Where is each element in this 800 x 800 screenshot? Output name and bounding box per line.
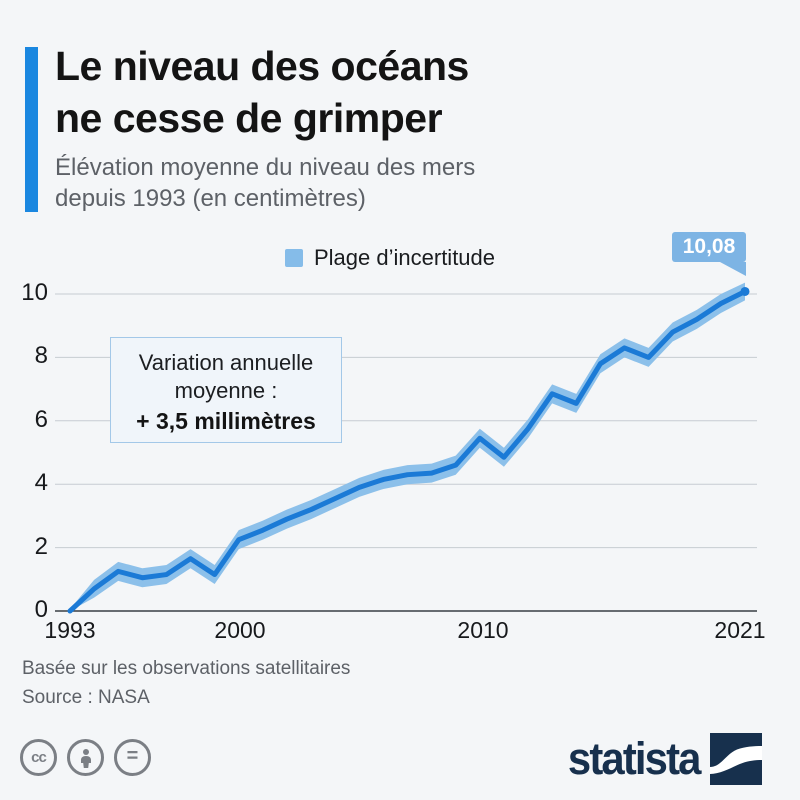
chart-subtitle: Élévation moyenne du niveau des mers dep… <box>55 152 475 214</box>
y-tick-0: 0 <box>34 596 48 623</box>
title-accent-bar <box>25 47 38 212</box>
end-value-callout: 10,08 <box>672 232 746 276</box>
statista-wordmark: statista <box>568 733 702 784</box>
annotation-box: Variation annuelle moyenne : + 3,5 milli… <box>110 337 342 443</box>
statista-logo: statista <box>558 733 762 785</box>
uncertainty-band-swatch-icon <box>285 249 303 267</box>
callout-tail <box>720 262 746 276</box>
title-line-2: ne cesse de grimper <box>55 95 443 141</box>
license-icons: cc = <box>20 739 151 776</box>
page-title: Le niveau des océans ne cesse de grimper <box>55 40 469 144</box>
y-tick-10: 10 <box>21 279 48 306</box>
annotation-line-2: moyenne : <box>174 378 278 403</box>
subtitle-line-1: Élévation moyenne du niveau des mers <box>55 154 476 181</box>
legend: Plage d’incertitude <box>285 245 495 271</box>
x-tick-2000: 2000 <box>214 617 266 643</box>
legend-label: Plage d’incertitude <box>314 245 496 270</box>
y-tick-8: 8 <box>34 342 48 369</box>
x-tick-2021: 2021 <box>714 617 766 643</box>
annotation-value: + 3,5 millimètres <box>136 408 316 434</box>
y-tick-4: 4 <box>34 469 48 496</box>
end-point-marker <box>740 286 750 296</box>
subtitle-line-2: depuis 1993 (en centimètres) <box>55 185 366 212</box>
x-tick-2010: 2010 <box>457 617 509 643</box>
title-line-1: Le niveau des océans <box>55 43 469 89</box>
cc-by-person-icon <box>67 739 104 776</box>
end-value-label: 10,08 <box>682 235 736 258</box>
y-tick-2: 2 <box>34 533 48 560</box>
x-tick-1993: 1993 <box>44 617 96 643</box>
statista-logo-mark-icon <box>710 733 762 785</box>
uncertainty-band <box>70 282 745 611</box>
source-text: Source : NASA <box>22 687 150 708</box>
cc-nd-icon: = <box>114 739 151 776</box>
y-tick-6: 6 <box>34 406 48 433</box>
cc-icon: cc <box>20 739 57 776</box>
footnote: Basée sur les observations satellitaires <box>22 658 351 679</box>
annotation-line-1: Variation annuelle <box>138 350 314 375</box>
